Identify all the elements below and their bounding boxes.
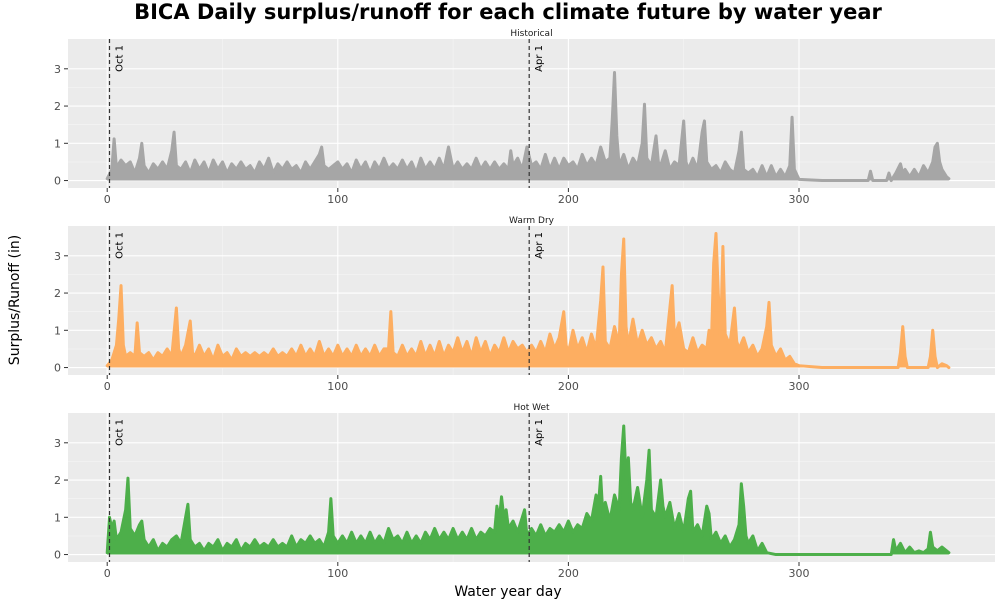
- x-tick-label: 0: [104, 380, 111, 393]
- x-tick-label: 300: [788, 193, 809, 206]
- x-tick-label: 100: [327, 193, 348, 206]
- series-area: [107, 72, 949, 181]
- x-tick-label: 200: [558, 193, 579, 206]
- y-tick-label: 0: [54, 362, 61, 375]
- x-tick-label: 200: [558, 380, 579, 393]
- panel-warm-dry: Oct 1 Apr 1 Warm Dry 0 1 2 3 0 100 200 300: [54, 216, 995, 393]
- x-tick-label: 200: [558, 567, 579, 580]
- y-tick-label: 1: [54, 324, 61, 337]
- x-tick-label: 300: [788, 567, 809, 580]
- y-tick-label: 0: [54, 175, 61, 188]
- panel-strip-label: Historical: [510, 29, 552, 39]
- y-tick-label: 0: [54, 549, 61, 562]
- reference-line-label: Oct 1: [115, 419, 126, 446]
- y-tick-label: 1: [54, 511, 61, 524]
- y-tick-label: 2: [54, 100, 61, 113]
- x-axis-title: Water year day: [454, 584, 561, 600]
- y-tick-label: 2: [54, 474, 61, 487]
- panel-strip-label: Hot Wet: [513, 403, 550, 413]
- series-line: [105, 424, 951, 557]
- series-line: [105, 231, 951, 370]
- reference-line-label: Apr 1: [534, 419, 545, 446]
- y-tick-label: 3: [54, 63, 61, 76]
- x-tick-label: 0: [104, 193, 111, 206]
- y-tick-label: 3: [54, 437, 61, 450]
- y-axis-title: Surplus/Runoff (in): [7, 235, 23, 365]
- x-tick-label: 100: [327, 380, 348, 393]
- y-tick-label: 2: [54, 287, 61, 300]
- series-area: [107, 233, 949, 368]
- x-tick-label: 100: [327, 567, 348, 580]
- reference-line-label: Oct 1: [115, 45, 126, 72]
- panel-hot-wet: Oct 1 Apr 1 Hot Wet 0 1 2 3 0 100 200 300: [54, 403, 995, 580]
- y-tick-label: 3: [54, 250, 61, 263]
- panel-historical: Oct 1 Apr 1 Historical 0 1 2 3 0 100 200 300: [54, 29, 995, 206]
- x-tick-label: 0: [104, 567, 111, 580]
- chart-title: BICA Daily surplus/runoff for each clima…: [134, 0, 882, 24]
- series-line: [105, 71, 951, 183]
- reference-line-label: Apr 1: [534, 45, 545, 72]
- y-tick-label: 1: [54, 137, 61, 150]
- panel-strip-label: Warm Dry: [509, 216, 555, 226]
- x-tick-label: 300: [788, 380, 809, 393]
- reference-line-label: Apr 1: [534, 232, 545, 259]
- reference-line-label: Oct 1: [115, 232, 126, 259]
